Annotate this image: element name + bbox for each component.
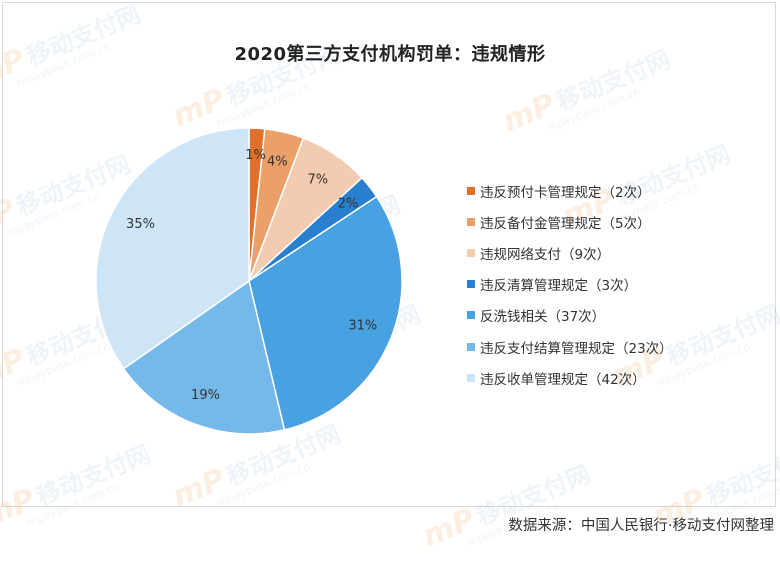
chart-title: 2020第三方支付机构罚单：违规情形	[234, 44, 546, 65]
pie-chart: 1% 4% 7% 2% 31% 19% 35%	[95, 127, 403, 435]
legend-label: 违反支付结算管理规定（23次）	[480, 340, 673, 357]
pie-data-label-2: 7%	[307, 172, 328, 187]
legend-item-4: 反洗钱相关（37次）	[467, 300, 767, 331]
pie-slice-6	[95, 127, 250, 370]
pie-data-label-4: 31%	[348, 319, 377, 334]
legend-swatch	[467, 217, 475, 226]
legend-swatch	[467, 342, 475, 351]
legend-label: 违规网络支付（9次）	[480, 246, 611, 263]
pie-data-label-6: 35%	[126, 217, 155, 232]
legend-swatch	[467, 311, 475, 320]
legend-label: 反洗钱相关（37次）	[480, 309, 606, 326]
legend-label: 违反清算管理规定（3次）	[480, 278, 638, 295]
pie-slice-4	[248, 195, 403, 431]
legend-item-2: 违规网络支付（9次）	[467, 237, 767, 268]
pie-data-label-1: 4%	[267, 154, 288, 169]
chart-legend: 违反预付卡管理规定（2次） 违反备付金管理规定（5次） 违规网络支付（9次） 违反清算…	[467, 175, 767, 393]
pie-slice-5	[122, 279, 286, 435]
legend-swatch	[467, 186, 475, 195]
legend-swatch	[467, 373, 475, 382]
pie-slices	[95, 127, 403, 435]
legend-label: 违反备付金管理规定（5次）	[480, 215, 651, 232]
pie-data-label-3: 2%	[338, 196, 359, 211]
legend-label: 违反预付卡管理规定（2次）	[480, 184, 651, 201]
pie-data-label-0: 1%	[245, 148, 266, 163]
legend-item-5: 违反支付结算管理规定（23次）	[467, 331, 767, 362]
legend-item-0: 违反预付卡管理规定（2次）	[467, 175, 767, 206]
legend-swatch	[467, 248, 475, 257]
pie-data-label-5: 19%	[191, 388, 220, 403]
legend-item-1: 违反备付金管理规定（5次）	[467, 206, 767, 237]
legend-item-6: 违反收单管理规定（42次）	[467, 362, 767, 393]
legend-label: 违反收单管理规定（42次）	[480, 371, 646, 388]
pie-data-labels: 1% 4% 7% 2% 31% 19% 35%	[126, 148, 377, 403]
legend-item-3: 违反清算管理规定（3次）	[467, 269, 767, 300]
source-note: 数据来源：中国人民银行·移动支付网整理	[508, 518, 774, 534]
legend-swatch	[467, 280, 475, 289]
